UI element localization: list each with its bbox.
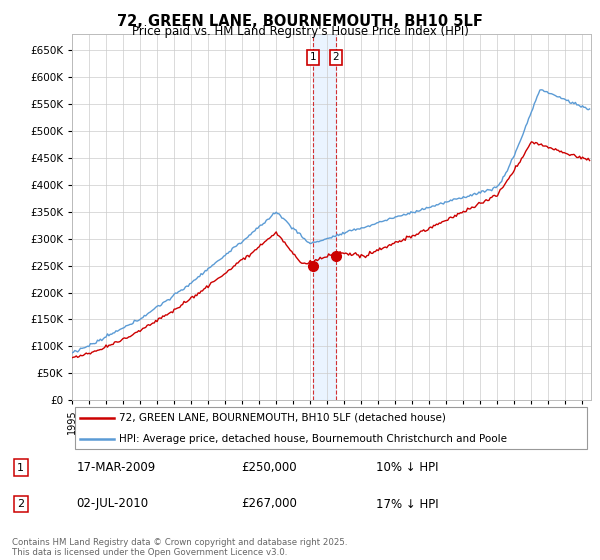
Text: 72, GREEN LANE, BOURNEMOUTH, BH10 5LF: 72, GREEN LANE, BOURNEMOUTH, BH10 5LF	[117, 14, 483, 29]
Text: 2: 2	[17, 499, 24, 509]
Text: HPI: Average price, detached house, Bournemouth Christchurch and Poole: HPI: Average price, detached house, Bour…	[119, 435, 507, 444]
Text: 1: 1	[17, 463, 24, 473]
Text: Price paid vs. HM Land Registry's House Price Index (HPI): Price paid vs. HM Land Registry's House …	[131, 25, 469, 38]
Text: 02-JUL-2010: 02-JUL-2010	[77, 497, 149, 511]
Text: 1: 1	[310, 53, 316, 63]
Text: £267,000: £267,000	[241, 497, 297, 511]
Text: 2: 2	[332, 53, 339, 63]
Text: Contains HM Land Registry data © Crown copyright and database right 2025.
This d: Contains HM Land Registry data © Crown c…	[12, 538, 347, 557]
Bar	[313, 34, 336, 400]
Text: 17-MAR-2009: 17-MAR-2009	[77, 461, 156, 474]
FancyBboxPatch shape	[74, 407, 587, 449]
Text: 72, GREEN LANE, BOURNEMOUTH, BH10 5LF (detached house): 72, GREEN LANE, BOURNEMOUTH, BH10 5LF (d…	[119, 413, 446, 423]
Text: 10% ↓ HPI: 10% ↓ HPI	[376, 461, 439, 474]
Text: £250,000: £250,000	[241, 461, 297, 474]
Text: 17% ↓ HPI: 17% ↓ HPI	[376, 497, 439, 511]
